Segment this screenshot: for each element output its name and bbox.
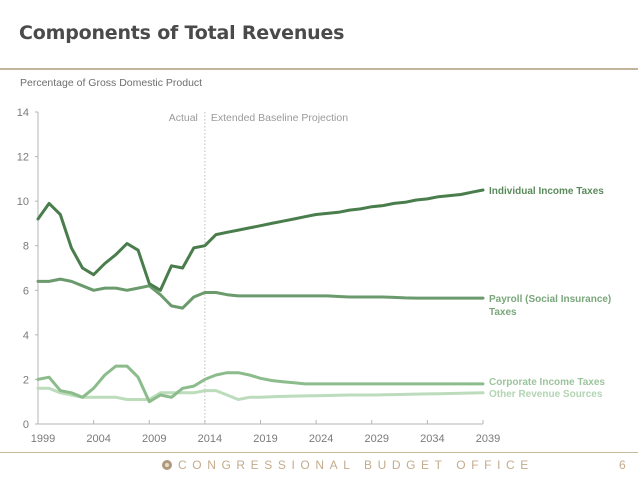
cbo-logo-icon [162,460,172,470]
slide-title: Components of Total Revenues [19,22,345,44]
y-tick-label: 0 [23,419,29,431]
series-line-payroll-social-insurance-taxes [36,277,485,310]
y-tick-label: 4 [23,330,29,342]
x-tick-label: 2014 [198,433,222,445]
x-tick-label: 2034 [420,433,444,445]
x-tick-label: 2024 [309,433,333,445]
x-tick-label: 2009 [142,433,166,445]
series-labels: Individual Income Taxes Payroll (Social I… [489,186,611,400]
y-tick-label: 6 [23,285,29,297]
y-tick-label: 12 [17,152,29,164]
series-label: Individual Income Taxes [489,186,604,197]
footer-org-name: CONGRESSIONAL BUDGET OFFICE [178,458,534,472]
series-line-individual-income-taxes [36,188,485,292]
axes: 0 2 4 6 8 10 12 14 1999 2004 2009 2014 2019 2024 2029 2… [17,107,500,445]
y-tick-label: 8 [23,241,29,253]
series-line-corporate-income-taxes [36,364,485,404]
projection-label: Extended Baseline Projection [211,112,348,124]
series-label: Other Revenue Sources [489,389,603,400]
actual-projection-divider: Actual Extended Baseline Projection [169,112,348,424]
actual-label: Actual [169,112,198,124]
x-tick-label: 1999 [31,433,55,445]
y-axis-label: Percentage of Gross Domestic Product [20,77,202,89]
footer: CONGRESSIONAL BUDGET OFFICE 6 [0,456,638,476]
x-tick-label: 2004 [86,433,110,445]
series-label: Taxes [489,307,517,318]
x-tick-label: 2029 [365,433,389,445]
series-label: Payroll (Social Insurance) [489,294,611,305]
y-tick-label: 14 [17,107,29,119]
series-line-other-revenue-sources [36,386,485,401]
revenue-components-chart: Percentage of Gross Domestic Product 0 2 4… [17,77,612,445]
series-lines [36,188,485,404]
footer-divider [0,452,638,453]
y-tick-label: 10 [17,196,29,208]
title-divider [0,68,638,70]
page-number: 6 [619,458,626,472]
y-tick-label: 2 [23,374,29,386]
x-tick-label: 2019 [253,433,277,445]
x-tick-label: 2039 [476,433,500,445]
series-label: Corporate Income Taxes [489,377,605,388]
